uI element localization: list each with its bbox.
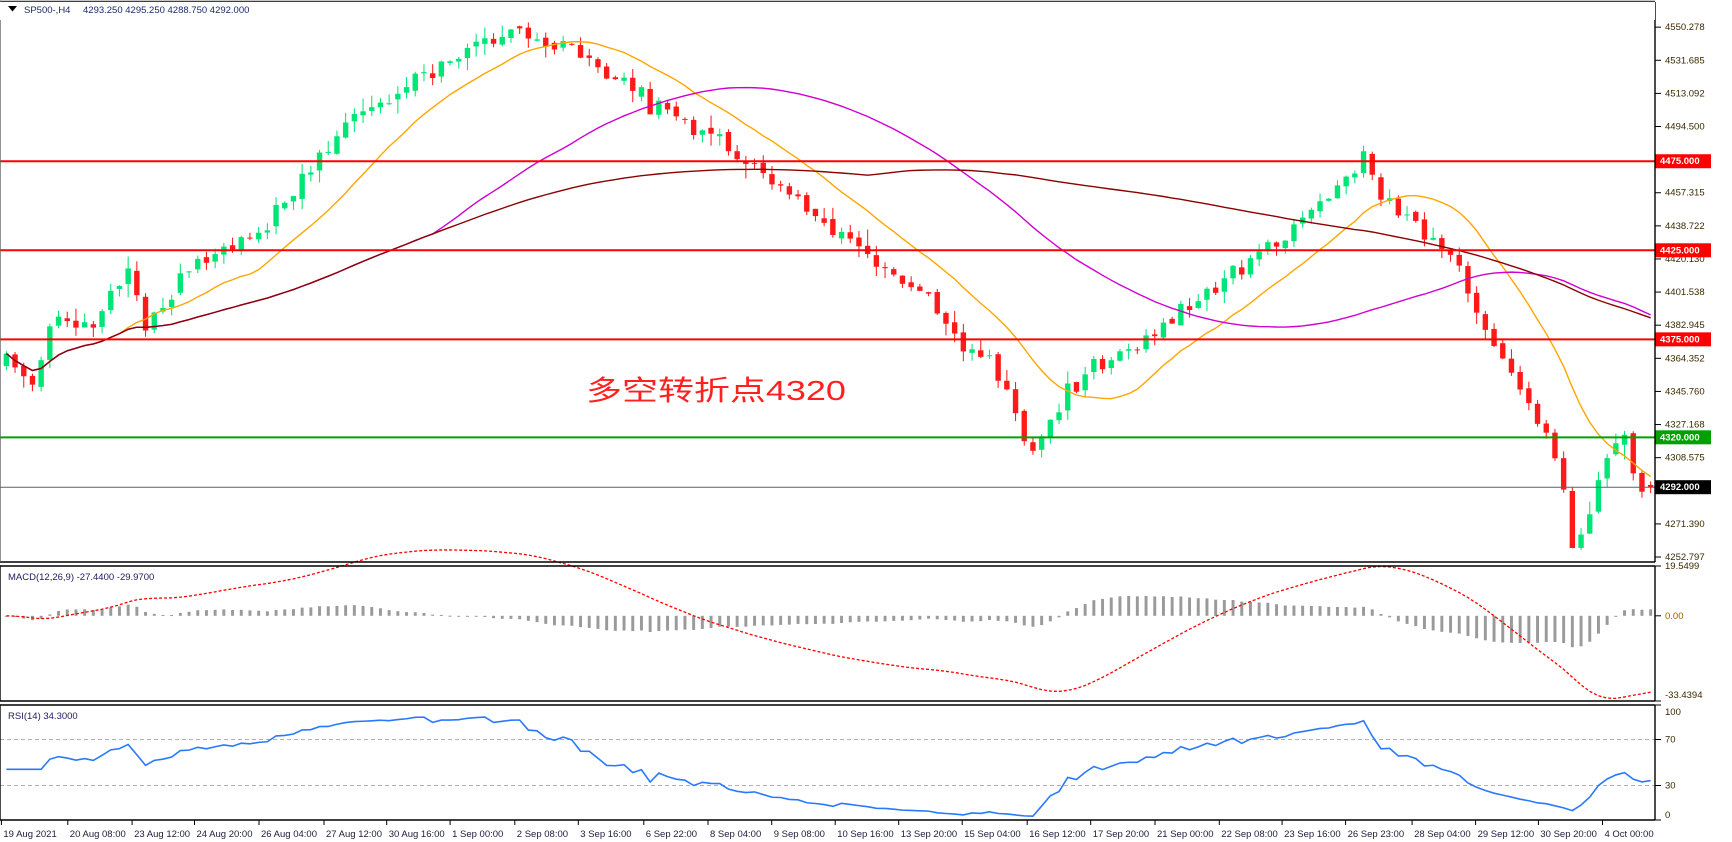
svg-text:4475.000: 4475.000: [1660, 156, 1700, 167]
svg-text:4457.315: 4457.315: [1665, 188, 1705, 199]
svg-text:26 Sep 23:00: 26 Sep 23:00: [1348, 829, 1405, 840]
svg-text:2 Sep 08:00: 2 Sep 08:00: [517, 829, 568, 840]
svg-text:-33.4394: -33.4394: [1665, 690, 1703, 701]
svg-text:4327.168: 4327.168: [1665, 420, 1705, 431]
svg-text:1 Sep 00:00: 1 Sep 00:00: [452, 829, 503, 840]
svg-text:13 Sep 20:00: 13 Sep 20:00: [901, 829, 958, 840]
svg-text:70: 70: [1665, 735, 1676, 746]
svg-text:0: 0: [1665, 810, 1670, 821]
svg-text:4364.352: 4364.352: [1665, 353, 1705, 364]
svg-text:4292.000: 4292.000: [1660, 482, 1700, 493]
svg-text:21 Sep 00:00: 21 Sep 00:00: [1157, 829, 1214, 840]
svg-text:30 Sep 20:00: 30 Sep 20:00: [1540, 829, 1597, 840]
svg-text:23 Aug 12:00: 23 Aug 12:00: [134, 829, 190, 840]
svg-text:4293.250 4295.250 4288.750 429: 4293.250 4295.250 4288.750 4292.000: [83, 5, 249, 16]
svg-text:4308.575: 4308.575: [1665, 453, 1705, 464]
svg-text:10 Sep 16:00: 10 Sep 16:00: [837, 829, 894, 840]
svg-text:6 Sep 22:00: 6 Sep 22:00: [646, 829, 697, 840]
svg-text:4401.538: 4401.538: [1665, 287, 1705, 298]
svg-text:4 Oct 00:00: 4 Oct 00:00: [1605, 829, 1654, 840]
svg-text:4375.000: 4375.000: [1660, 334, 1700, 345]
svg-text:15 Sep 04:00: 15 Sep 04:00: [964, 829, 1021, 840]
svg-text:20 Aug 08:00: 20 Aug 08:00: [70, 829, 126, 840]
svg-text:4550.278: 4550.278: [1665, 22, 1705, 33]
svg-text:9 Sep 08:00: 9 Sep 08:00: [774, 829, 825, 840]
svg-text:4320.000: 4320.000: [1660, 432, 1700, 443]
svg-text:17 Sep 20:00: 17 Sep 20:00: [1093, 829, 1150, 840]
svg-text:4494.500: 4494.500: [1665, 122, 1705, 133]
svg-text:23 Sep 16:00: 23 Sep 16:00: [1284, 829, 1341, 840]
svg-text:4271.390: 4271.390: [1665, 519, 1705, 530]
svg-text:4425.000: 4425.000: [1660, 245, 1700, 256]
svg-text:28 Sep 04:00: 28 Sep 04:00: [1414, 829, 1471, 840]
svg-text:30 Aug 16:00: 30 Aug 16:00: [389, 829, 445, 840]
svg-text:26 Aug 04:00: 26 Aug 04:00: [261, 829, 317, 840]
svg-text:19.5499: 19.5499: [1665, 561, 1699, 572]
svg-text:3 Sep 16:00: 3 Sep 16:00: [580, 829, 631, 840]
svg-text:8 Sep 04:00: 8 Sep 04:00: [710, 829, 761, 840]
svg-text:4531.685: 4531.685: [1665, 55, 1705, 66]
svg-text:4345.760: 4345.760: [1665, 386, 1705, 397]
svg-text:0.00: 0.00: [1665, 611, 1684, 622]
svg-text:4513.092: 4513.092: [1665, 88, 1705, 99]
svg-text:100: 100: [1665, 707, 1681, 718]
svg-text:多空转折点4320: 多空转折点4320: [586, 375, 846, 406]
svg-text:19 Aug 2021: 19 Aug 2021: [3, 829, 56, 840]
svg-text:29 Sep 12:00: 29 Sep 12:00: [1478, 829, 1535, 840]
svg-text:24 Aug 20:00: 24 Aug 20:00: [197, 829, 253, 840]
svg-text:4438.722: 4438.722: [1665, 221, 1705, 232]
svg-text:SP500-,H4: SP500-,H4: [24, 5, 70, 16]
svg-text:27 Aug 12:00: 27 Aug 12:00: [326, 829, 382, 840]
svg-text:22 Sep 08:00: 22 Sep 08:00: [1221, 829, 1278, 840]
svg-text:30: 30: [1665, 781, 1676, 792]
svg-text:4382.945: 4382.945: [1665, 320, 1705, 331]
svg-text:MACD(12,26,9) -27.4400 -29.970: MACD(12,26,9) -27.4400 -29.9700: [8, 572, 154, 583]
svg-text:RSI(14) 34.3000: RSI(14) 34.3000: [8, 711, 78, 722]
svg-text:16 Sep 12:00: 16 Sep 12:00: [1029, 829, 1086, 840]
